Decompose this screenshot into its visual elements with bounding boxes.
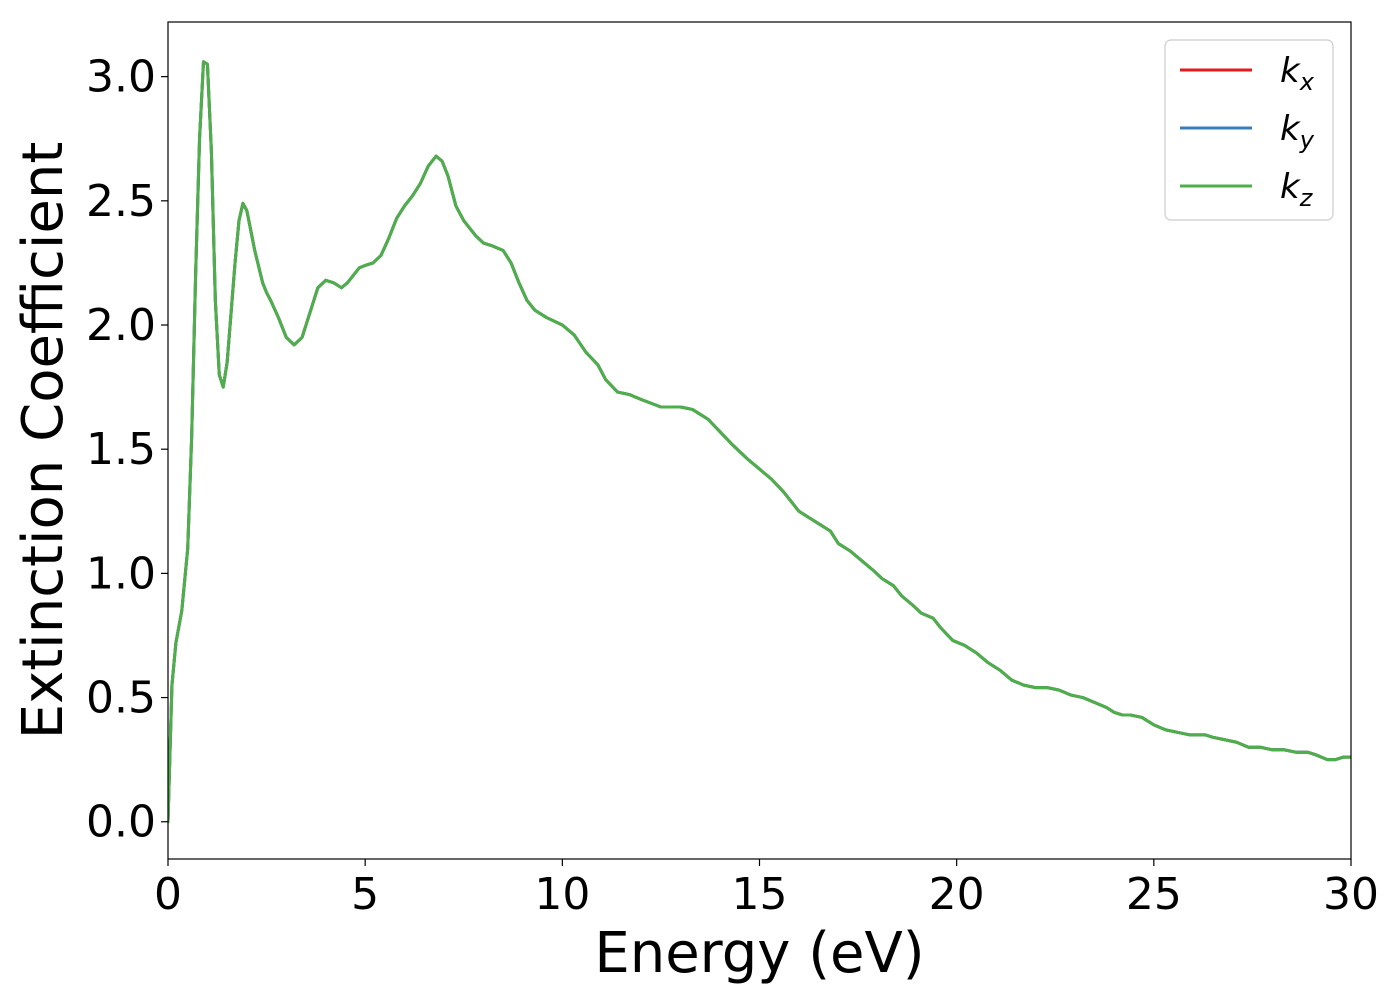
- legend: kx ky kz: [1164, 39, 1334, 221]
- y-tick-label: 1.5: [86, 424, 156, 475]
- y-tick-label: 2.5: [86, 176, 156, 227]
- y-tick-label: 3.0: [86, 52, 156, 103]
- legend-label-x: kx: [1280, 51, 1315, 96]
- y-tick-label: 0.5: [86, 673, 156, 724]
- x-axis-ticks: 0 5 10 15 20 25 30: [154, 859, 1379, 920]
- legend-box: [1164, 39, 1334, 221]
- y-axis-ticks: 0.0 0.5 1.0 1.5 2.0 2.5 3.0: [86, 52, 168, 848]
- legend-label-z: kz: [1280, 167, 1314, 212]
- x-tick-label: 10: [534, 869, 590, 920]
- y-tick-label: 2.0: [86, 300, 156, 351]
- x-tick-label: 5: [351, 869, 379, 920]
- x-tick-label: 20: [929, 869, 985, 920]
- y-tick-label: 1.0: [86, 548, 156, 599]
- series-line-z: [168, 60, 1351, 824]
- y-tick-label: 0.0: [86, 797, 156, 848]
- x-tick-label: 30: [1323, 869, 1379, 920]
- y-axis-title: Extinction Coefficient: [11, 142, 76, 740]
- x-axis-title: Energy (eV): [594, 921, 924, 986]
- x-tick-label: 15: [732, 869, 788, 920]
- series-layer: [168, 60, 1351, 824]
- x-tick-label: 25: [1126, 869, 1182, 920]
- x-tick-label: 0: [154, 869, 182, 920]
- legend-label-y: ky: [1280, 109, 1315, 154]
